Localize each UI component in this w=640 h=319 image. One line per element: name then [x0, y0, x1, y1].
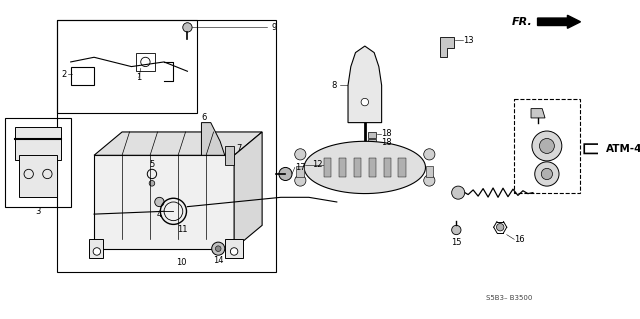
- Polygon shape: [202, 122, 225, 155]
- Text: 4: 4: [157, 210, 162, 219]
- Text: 2: 2: [61, 70, 67, 78]
- Circle shape: [149, 181, 155, 186]
- Polygon shape: [426, 166, 433, 177]
- FancyArrow shape: [538, 15, 580, 28]
- Polygon shape: [234, 132, 262, 249]
- Text: 12: 12: [312, 160, 323, 169]
- Polygon shape: [531, 108, 545, 118]
- Circle shape: [212, 242, 225, 255]
- Polygon shape: [339, 158, 346, 177]
- Text: 11: 11: [177, 226, 188, 234]
- Polygon shape: [225, 239, 243, 258]
- Polygon shape: [94, 132, 262, 155]
- Circle shape: [216, 246, 221, 251]
- Circle shape: [279, 167, 292, 181]
- Polygon shape: [90, 239, 104, 258]
- Text: 16: 16: [514, 235, 525, 244]
- Text: 9: 9: [271, 23, 276, 32]
- Circle shape: [424, 149, 435, 160]
- Polygon shape: [383, 158, 391, 177]
- Polygon shape: [399, 158, 406, 177]
- Polygon shape: [15, 127, 61, 160]
- Text: 8: 8: [332, 81, 337, 90]
- Circle shape: [230, 248, 238, 255]
- Polygon shape: [296, 166, 304, 177]
- Polygon shape: [348, 46, 381, 122]
- Polygon shape: [440, 37, 454, 57]
- Circle shape: [295, 149, 306, 160]
- Polygon shape: [367, 139, 376, 145]
- Circle shape: [452, 225, 461, 235]
- Polygon shape: [369, 158, 376, 177]
- Text: 17: 17: [295, 163, 305, 172]
- Circle shape: [361, 98, 369, 106]
- Text: 18: 18: [381, 138, 391, 147]
- Circle shape: [424, 175, 435, 186]
- Text: 13: 13: [463, 36, 474, 45]
- Polygon shape: [367, 132, 376, 137]
- Circle shape: [535, 162, 559, 186]
- Circle shape: [295, 175, 306, 186]
- Text: 7: 7: [236, 144, 241, 153]
- Polygon shape: [304, 141, 426, 194]
- Circle shape: [540, 138, 554, 153]
- Text: 1: 1: [136, 73, 141, 82]
- Circle shape: [541, 168, 552, 180]
- Text: S5B3– B3500: S5B3– B3500: [486, 295, 532, 301]
- Polygon shape: [94, 155, 234, 249]
- Circle shape: [183, 23, 192, 32]
- Text: 5: 5: [149, 160, 155, 169]
- Circle shape: [532, 131, 562, 161]
- Text: 18: 18: [381, 129, 391, 138]
- Polygon shape: [19, 155, 57, 197]
- Circle shape: [452, 186, 465, 199]
- Text: 14: 14: [213, 256, 223, 265]
- Polygon shape: [324, 158, 332, 177]
- Polygon shape: [225, 146, 234, 165]
- Text: ATM-4: ATM-4: [605, 144, 640, 154]
- Text: FR.: FR.: [512, 17, 533, 27]
- Polygon shape: [354, 158, 361, 177]
- Text: 6: 6: [202, 114, 207, 122]
- Circle shape: [497, 223, 504, 231]
- Text: 15: 15: [451, 238, 461, 247]
- Text: 3: 3: [35, 207, 41, 216]
- Text: 10: 10: [175, 258, 186, 267]
- Circle shape: [93, 248, 100, 255]
- Circle shape: [155, 197, 164, 207]
- FancyArrow shape: [584, 141, 612, 156]
